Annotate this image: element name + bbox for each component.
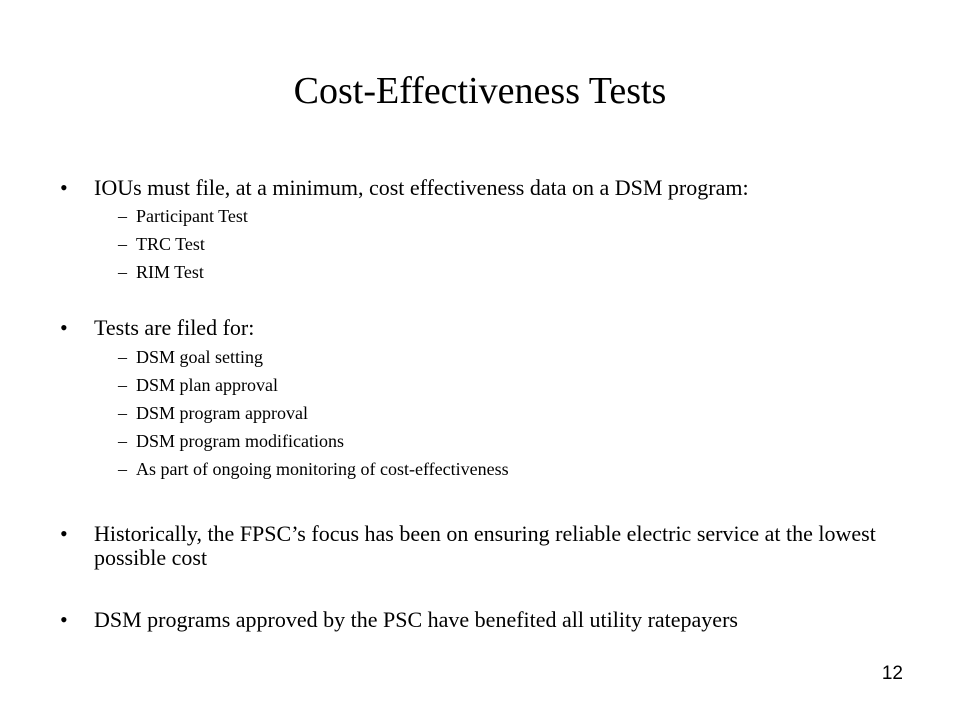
- bullet-item: • Tests are filed for:: [60, 316, 920, 340]
- sub-item-text: TRC Test: [136, 234, 205, 254]
- sub-item: – DSM program modifications: [118, 430, 898, 452]
- sub-item-text: DSM plan approval: [136, 375, 278, 395]
- bullet-item: • Historically, the FPSC’s focus has bee…: [60, 522, 920, 570]
- dash-icon: –: [118, 431, 127, 451]
- bullet-icon: •: [60, 315, 68, 340]
- dash-icon: –: [118, 347, 127, 367]
- sub-item-text: RIM Test: [136, 262, 204, 282]
- sub-item-text: DSM program modifications: [136, 431, 344, 451]
- sub-item: – DSM goal setting: [118, 346, 898, 368]
- dash-icon: –: [118, 206, 127, 226]
- bullet-text: Historically, the FPSC’s focus has been …: [94, 521, 876, 570]
- dash-icon: –: [118, 375, 127, 395]
- bullet-icon: •: [60, 607, 68, 632]
- bullet-item: • DSM programs approved by the PSC have …: [60, 608, 920, 632]
- dash-icon: –: [118, 262, 127, 282]
- bullet-icon: •: [60, 521, 68, 546]
- sub-item: – As part of ongoing monitoring of cost-…: [118, 458, 898, 480]
- bullet-icon: •: [60, 175, 68, 200]
- sub-item-text: Participant Test: [136, 206, 248, 226]
- slide-title: Cost-Effectiveness Tests: [293, 70, 667, 112]
- dash-icon: –: [118, 459, 127, 479]
- sub-item: – TRC Test: [118, 233, 898, 255]
- dash-icon: –: [118, 234, 127, 254]
- sub-item: – DSM program approval: [118, 402, 898, 424]
- dash-icon: –: [118, 403, 127, 423]
- sub-item: – RIM Test: [118, 261, 898, 283]
- sub-item-text: DSM goal setting: [136, 347, 264, 367]
- bullet-text: DSM programs approved by the PSC have be…: [94, 607, 738, 632]
- sub-item: – DSM plan approval: [118, 374, 898, 396]
- sub-item-text: As part of ongoing monitoring of cost-ef…: [136, 459, 509, 479]
- sub-item-text: DSM program approval: [136, 403, 308, 423]
- page-number: 12: [881, 663, 903, 684]
- bullet-text: Tests are filed for:: [94, 315, 255, 340]
- bullet-item: • IOUs must file, at a minimum, cost eff…: [60, 176, 920, 200]
- sub-item: – Participant Test: [118, 205, 898, 227]
- bullet-text: IOUs must file, at a minimum, cost effec…: [94, 175, 749, 200]
